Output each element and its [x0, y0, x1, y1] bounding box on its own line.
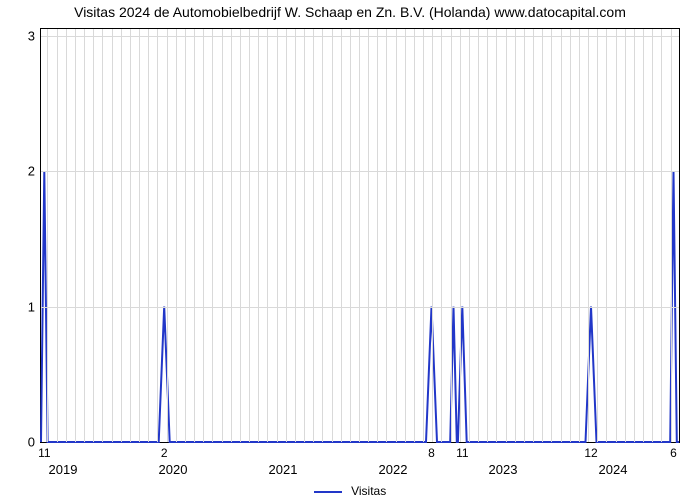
v-gridline — [277, 29, 278, 442]
v-gridline — [185, 29, 186, 442]
v-gridline — [240, 29, 241, 442]
v-gridline — [167, 29, 168, 442]
v-gridline — [542, 29, 543, 442]
legend: Visitas — [0, 484, 700, 498]
chart-title: Visitas 2024 de Automobielbedrijf W. Sch… — [0, 4, 700, 20]
v-gridline — [469, 29, 470, 442]
h-gridline — [41, 307, 679, 308]
v-gridline — [295, 29, 296, 442]
data-point-label: 8 — [428, 446, 435, 460]
v-gridline — [222, 29, 223, 442]
v-gridline — [588, 29, 589, 442]
v-gridline — [130, 29, 131, 442]
y-tick-label: 0 — [5, 435, 35, 450]
v-gridline — [661, 29, 662, 442]
v-gridline — [304, 29, 305, 442]
v-gridline — [203, 29, 204, 442]
data-point-label: 11 — [38, 446, 50, 460]
v-gridline — [93, 29, 94, 442]
v-gridline — [625, 29, 626, 442]
v-gridline — [524, 29, 525, 442]
v-gridline — [487, 29, 488, 442]
v-gridline — [121, 29, 122, 442]
legend-label: Visitas — [351, 484, 386, 498]
x-tick-label: 2022 — [379, 462, 408, 477]
y-tick-label: 2 — [5, 164, 35, 179]
data-point-label: 12 — [584, 446, 597, 460]
v-gridline — [432, 29, 433, 442]
v-gridline — [606, 29, 607, 442]
v-gridline — [102, 29, 103, 442]
h-gridline — [41, 171, 679, 172]
v-gridline — [451, 29, 452, 442]
v-gridline — [496, 29, 497, 442]
v-gridline — [139, 29, 140, 442]
v-gridline — [652, 29, 653, 442]
v-gridline — [267, 29, 268, 442]
v-gridline — [597, 29, 598, 442]
chart-container: Visitas 2024 de Automobielbedrijf W. Sch… — [0, 0, 700, 500]
v-gridline — [570, 29, 571, 442]
plot-area — [40, 28, 680, 443]
h-gridline — [41, 36, 679, 37]
v-gridline — [359, 29, 360, 442]
v-gridline — [414, 29, 415, 442]
v-gridline — [84, 29, 85, 442]
v-gridline — [579, 29, 580, 442]
v-gridline — [377, 29, 378, 442]
v-gridline — [405, 29, 406, 442]
v-gridline — [506, 29, 507, 442]
v-gridline — [396, 29, 397, 442]
v-gridline — [286, 29, 287, 442]
data-point-label: 11 — [456, 446, 468, 460]
v-gridline — [460, 29, 461, 442]
v-gridline — [341, 29, 342, 442]
x-tick-label: 2023 — [489, 462, 518, 477]
v-gridline — [176, 29, 177, 442]
line-series — [41, 29, 679, 442]
x-tick-label: 2021 — [269, 462, 298, 477]
v-gridline — [212, 29, 213, 442]
v-gridline — [112, 29, 113, 442]
v-gridline — [231, 29, 232, 442]
v-gridline — [478, 29, 479, 442]
v-gridline — [157, 29, 158, 442]
v-gridline — [332, 29, 333, 442]
y-tick-label: 3 — [5, 28, 35, 43]
v-gridline — [616, 29, 617, 442]
v-gridline — [441, 29, 442, 442]
x-tick-label: 2019 — [49, 462, 78, 477]
x-tick-label: 2024 — [599, 462, 628, 477]
v-gridline — [57, 29, 58, 442]
v-gridline — [551, 29, 552, 442]
v-gridline — [322, 29, 323, 442]
v-gridline — [258, 29, 259, 442]
v-gridline — [47, 29, 48, 442]
v-gridline — [533, 29, 534, 442]
v-gridline — [148, 29, 149, 442]
v-gridline — [368, 29, 369, 442]
v-gridline — [66, 29, 67, 442]
data-point-label: 6 — [670, 446, 677, 460]
data-point-label: 2 — [161, 446, 168, 460]
v-gridline — [386, 29, 387, 442]
v-gridline — [75, 29, 76, 442]
v-gridline — [634, 29, 635, 442]
v-gridline — [643, 29, 644, 442]
y-tick-label: 1 — [5, 299, 35, 314]
v-gridline — [561, 29, 562, 442]
v-gridline — [515, 29, 516, 442]
v-gridline — [423, 29, 424, 442]
v-gridline — [194, 29, 195, 442]
v-gridline — [671, 29, 672, 442]
legend-swatch — [314, 491, 342, 493]
x-tick-label: 2020 — [159, 462, 188, 477]
v-gridline — [313, 29, 314, 442]
v-gridline — [249, 29, 250, 442]
v-gridline — [350, 29, 351, 442]
